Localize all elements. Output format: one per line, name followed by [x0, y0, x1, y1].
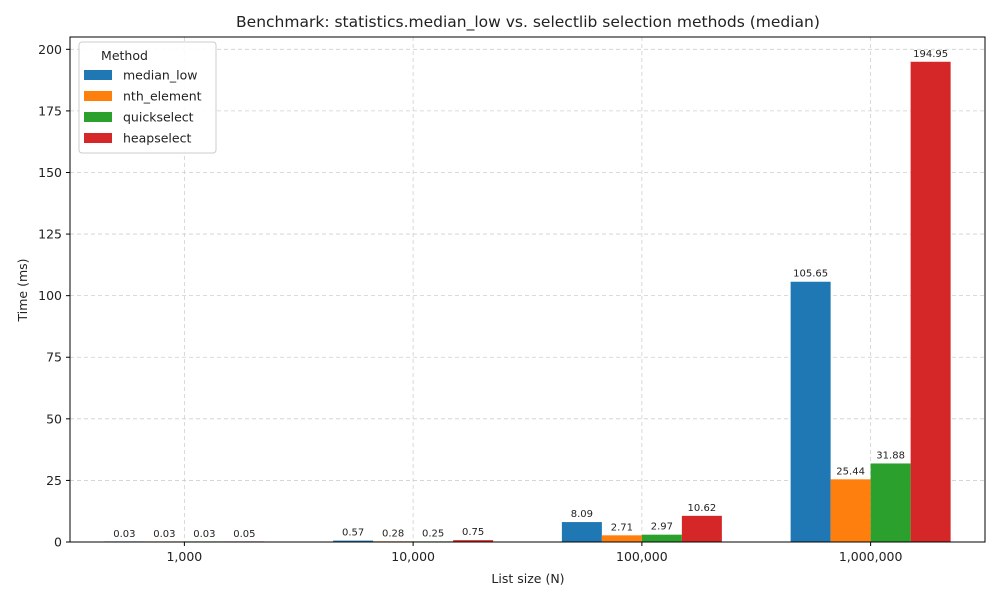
- legend-swatch-median_low: [84, 70, 112, 80]
- x-axis: 1,000 10,000 100,000 1,000,000: [166, 542, 902, 564]
- data-label: 0.03: [153, 529, 175, 540]
- y-tick-label: 200: [38, 42, 62, 57]
- bar-quickselect-2: [641, 534, 682, 542]
- chart-title: Benchmark: statistics.median_low vs. sel…: [236, 13, 820, 32]
- y-axis-label: Time (ms): [15, 258, 30, 322]
- y-tick-label: 0: [54, 535, 62, 550]
- bars: [104, 61, 951, 542]
- bar-median_low-1: [333, 540, 374, 542]
- legend-box: [78, 41, 217, 154]
- legend-title: Method: [101, 48, 148, 63]
- data-label: 8.09: [571, 509, 593, 520]
- legend: Method median_low nth_element quickselect h…: [78, 41, 217, 154]
- data-label: 2.97: [651, 522, 673, 533]
- y-axis: 0 25 50 75 100 125 150 175 200: [38, 42, 70, 550]
- data-labels: 0.03 0.57 8.09 105.65 0.03 0.28 2.71 25.44 0.03 0…: [113, 49, 948, 540]
- bar-median_low-3: [790, 281, 831, 542]
- x-tick-label: 10,000: [391, 549, 435, 564]
- legend-items: median_low nth_element quickselect heapsele…: [84, 68, 202, 146]
- legend-swatch-nth_element: [84, 91, 112, 101]
- bar-median_low-2: [561, 522, 602, 542]
- x-tick-label: 1,000: [166, 549, 202, 564]
- y-tick-label: 75: [46, 350, 62, 365]
- data-label: 2.71: [611, 522, 633, 533]
- bar-quickselect-3: [870, 463, 911, 542]
- data-label: 0.05: [233, 529, 255, 540]
- data-label: 194.95: [913, 49, 948, 60]
- data-label: 0.25: [422, 528, 444, 539]
- y-tick-label: 125: [38, 227, 62, 242]
- bar-heapselect-3: [910, 61, 951, 542]
- data-label: 10.62: [688, 503, 717, 514]
- data-label: 31.88: [876, 450, 905, 461]
- plot-frame: [69, 36, 986, 543]
- data-label: 0.03: [113, 529, 135, 540]
- data-label: 25.44: [836, 466, 865, 477]
- x-axis-label: List size (N): [491, 571, 564, 586]
- x-tick-label: 1,000,000: [839, 549, 903, 564]
- legend-swatch-quickselect: [84, 112, 112, 122]
- bar-nth_element-3: [830, 479, 871, 542]
- bar-nth_element-2: [601, 535, 642, 542]
- y-tick-label: 25: [46, 473, 62, 488]
- data-label: 0.28: [382, 528, 404, 539]
- y-tick-label: 100: [38, 288, 62, 303]
- legend-swatch-heapselect: [84, 133, 112, 143]
- bar-heapselect-1: [453, 540, 494, 542]
- bar-heapselect-2: [681, 515, 722, 542]
- data-label: 105.65: [793, 269, 828, 280]
- x-tick-label: 100,000: [616, 549, 668, 564]
- y-tick-label: 50: [46, 411, 62, 426]
- data-label: 0.75: [462, 527, 484, 538]
- data-label: 0.03: [193, 529, 215, 540]
- y-tick-label: 150: [38, 165, 62, 180]
- y-tick-label: 175: [38, 103, 62, 118]
- legend-label-median_low: median_low: [123, 68, 197, 83]
- data-label: 0.57: [342, 528, 364, 539]
- legend-label-nth_element: nth_element: [123, 89, 202, 104]
- legend-label-quickselect: quickselect: [123, 110, 194, 125]
- legend-label-heapselect: heapselect: [123, 131, 191, 146]
